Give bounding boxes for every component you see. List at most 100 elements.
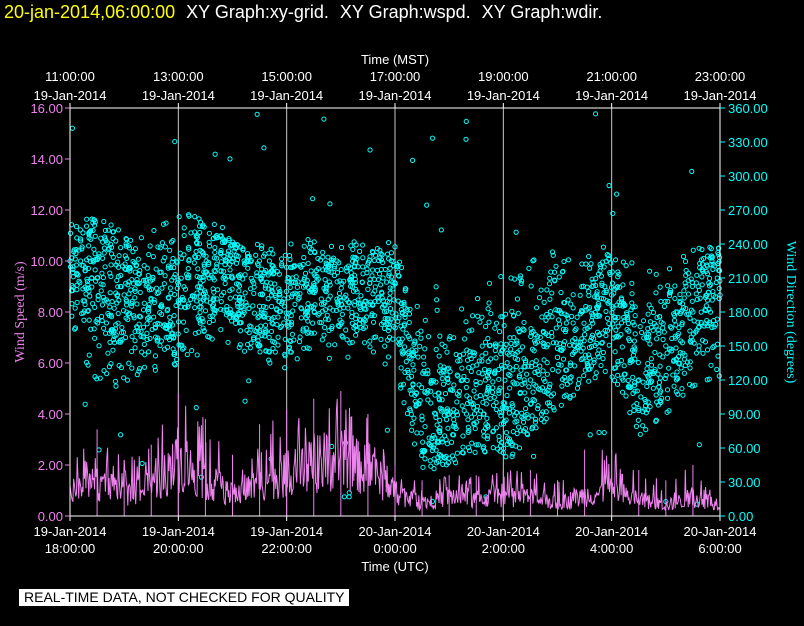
wind-direction-point [496, 433, 502, 440]
wind-direction-point [218, 299, 224, 305]
wind-direction-point [77, 227, 83, 233]
wind-direction-point [152, 363, 158, 370]
wind-direction-point [152, 353, 159, 359]
wind-direction-point [634, 400, 640, 407]
wind-direction-point [326, 268, 332, 274]
wind-direction-point [268, 303, 275, 310]
tick-label-mst-time: 19:00:00 [478, 69, 529, 84]
wind-direction-point [134, 301, 140, 307]
wind-direction-point [457, 358, 463, 364]
wind-direction-point [110, 337, 116, 343]
wind-direction-point [464, 377, 470, 384]
wind-direction-point [513, 229, 519, 235]
wind-direction-point [165, 263, 172, 269]
wind-direction-point [550, 391, 557, 397]
wind-direction-point [206, 230, 212, 236]
wind-direction-point [218, 247, 224, 254]
wind-direction-point [635, 359, 641, 366]
wind-direction-point [485, 358, 491, 365]
tick-label-wind-speed: 8.00 [38, 305, 63, 320]
wind-direction-point [473, 419, 480, 425]
wind-direction-point [185, 244, 192, 250]
wind-direction-point [489, 389, 496, 395]
wind-direction-point [367, 280, 373, 286]
wind-direction-point [577, 292, 583, 298]
wind-direction-point [714, 316, 720, 322]
wind-direction-point [479, 314, 485, 320]
wind-direction-point [676, 325, 682, 331]
wind-direction-point [192, 330, 198, 336]
wind-direction-point [551, 407, 557, 413]
wind-direction-point [444, 349, 450, 355]
wind-direction-point [306, 329, 312, 335]
wind-direction-point [558, 402, 564, 408]
tick-label-utc-time: 22:00:00 [261, 541, 312, 556]
wind-direction-point [235, 273, 242, 279]
wind-direction-point [261, 270, 267, 276]
wind-direction-point [298, 315, 304, 321]
wind-direction-point [210, 286, 216, 292]
wind-direction-point [522, 380, 528, 386]
wind-direction-point [625, 316, 631, 323]
wind-direction-point [134, 276, 140, 283]
wind-direction-point [528, 283, 534, 289]
wind-direction-point [288, 319, 295, 325]
wind-direction-point [105, 227, 111, 233]
wind-direction-point [141, 300, 147, 306]
wind-direction-point [193, 234, 199, 240]
wind-direction-point [383, 308, 390, 314]
wind-direction-point [586, 352, 592, 358]
wind-direction-point [421, 361, 427, 367]
wind-direction-point [581, 331, 588, 338]
wind-direction-point [538, 411, 544, 417]
wind-direction-point [679, 385, 685, 392]
wind-direction-point [694, 327, 700, 333]
wind-direction-point [100, 274, 106, 281]
wind-direction-point [524, 411, 530, 418]
wind-direction-point [531, 381, 537, 387]
wind-direction-point [356, 248, 363, 254]
wind-direction-point [586, 253, 592, 260]
wind-direction-point [500, 313, 506, 320]
wind-direction-point [247, 286, 254, 292]
wind-direction-point [635, 417, 641, 423]
wind-direction-point [710, 344, 716, 351]
wind-direction-point [454, 399, 460, 405]
wind-direction-point [411, 341, 417, 347]
wind-direction-point [514, 296, 521, 302]
wind-direction-point [640, 318, 647, 324]
wind-direction-point [111, 305, 117, 311]
wind-direction-point [171, 292, 178, 298]
wind-direction-point [138, 328, 144, 335]
wind-direction-point [339, 319, 345, 325]
tick-label-wind-direction: 210.00 [728, 271, 768, 286]
wind-direction-point [703, 307, 709, 314]
wind-direction-point [474, 403, 480, 409]
wind-direction-point [532, 416, 539, 422]
wind-direction-point [579, 308, 586, 315]
wind-direction-point [318, 296, 324, 302]
wind-direction-point [85, 285, 91, 291]
wind-direction-point [676, 330, 682, 337]
wind-direction-point [503, 454, 509, 460]
wind-direction-point [465, 424, 471, 430]
wind-direction-point [549, 290, 555, 296]
wind-direction-point [714, 366, 720, 373]
wind-direction-point [210, 317, 216, 324]
wind-direction-point [473, 442, 479, 448]
wind-direction-point [654, 314, 660, 321]
wind-direction-point [292, 301, 298, 307]
wind-direction-point [132, 295, 138, 301]
wind-direction-point [227, 314, 233, 321]
wind-direction-point [98, 235, 104, 241]
wind-direction-point [439, 439, 445, 445]
wind-direction-point [629, 291, 635, 297]
wind-direction-point [615, 323, 621, 329]
wind-direction-point [407, 407, 413, 414]
wind-direction-point [496, 366, 502, 373]
wind-direction-point [689, 298, 695, 304]
tick-label-mst-date: 19-Jan-2014 [359, 88, 432, 103]
wind-direction-point [696, 245, 702, 251]
wind-direction-point [483, 323, 489, 330]
wind-direction-point [490, 445, 496, 451]
